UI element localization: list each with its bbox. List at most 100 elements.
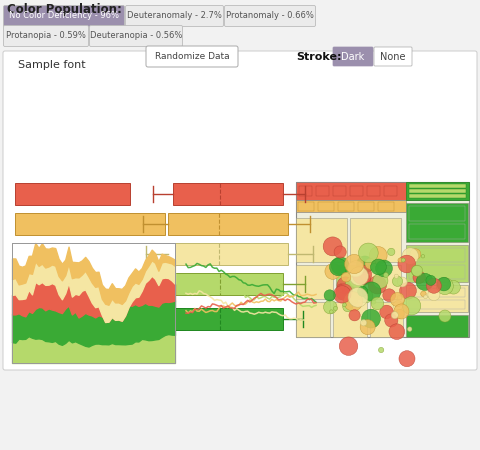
Text: Protanomaly - 0.66%: Protanomaly - 0.66%	[226, 12, 314, 21]
Bar	[15, 243, 175, 265]
Circle shape	[361, 309, 381, 328]
Circle shape	[437, 277, 451, 291]
Circle shape	[447, 280, 460, 294]
Circle shape	[393, 301, 403, 310]
Circle shape	[398, 255, 416, 273]
Circle shape	[359, 289, 373, 303]
Circle shape	[378, 347, 384, 353]
Circle shape	[394, 274, 398, 279]
Circle shape	[360, 320, 375, 335]
FancyBboxPatch shape	[146, 46, 238, 67]
Bar	[406, 245, 468, 282]
Circle shape	[390, 292, 405, 306]
Circle shape	[426, 275, 436, 285]
Circle shape	[384, 273, 388, 278]
Circle shape	[398, 258, 403, 263]
Bar	[409, 194, 466, 198]
FancyBboxPatch shape	[89, 26, 182, 46]
Bar	[318, 202, 334, 211]
Circle shape	[402, 297, 421, 315]
Circle shape	[349, 267, 368, 286]
Bar	[350, 218, 401, 262]
Bar	[12, 243, 175, 363]
Circle shape	[349, 270, 368, 288]
Text: Sample font: Sample font	[18, 60, 85, 70]
Circle shape	[360, 274, 371, 285]
Circle shape	[348, 288, 368, 307]
Circle shape	[396, 309, 405, 318]
Bar	[378, 202, 394, 211]
Bar	[296, 218, 347, 262]
Circle shape	[394, 304, 409, 319]
Circle shape	[337, 284, 345, 292]
Circle shape	[371, 263, 378, 271]
Bar	[367, 186, 380, 196]
Bar	[409, 265, 465, 279]
Circle shape	[416, 273, 433, 290]
Circle shape	[349, 310, 360, 321]
Circle shape	[324, 290, 336, 301]
Circle shape	[380, 305, 393, 319]
Bar	[316, 186, 329, 196]
Bar	[12, 243, 175, 363]
Circle shape	[345, 254, 364, 274]
Circle shape	[338, 289, 342, 293]
Circle shape	[362, 282, 381, 301]
Text: Deuteranopia - 0.56%: Deuteranopia - 0.56%	[90, 32, 182, 40]
Bar	[333, 186, 346, 196]
Circle shape	[334, 306, 337, 310]
Circle shape	[420, 291, 426, 297]
Circle shape	[411, 266, 421, 276]
Circle shape	[358, 286, 368, 297]
Bar	[173, 308, 283, 330]
Circle shape	[412, 266, 423, 276]
Text: Randomize Data: Randomize Data	[155, 52, 229, 61]
Circle shape	[389, 324, 405, 339]
Bar	[406, 315, 468, 337]
Circle shape	[397, 296, 401, 300]
Circle shape	[399, 283, 416, 299]
Bar	[296, 200, 406, 212]
Bar	[299, 186, 312, 196]
Circle shape	[387, 248, 395, 256]
Text: No Color Deficiency - 96%: No Color Deficiency - 96%	[9, 12, 119, 21]
Circle shape	[410, 249, 421, 260]
Circle shape	[439, 310, 451, 322]
Circle shape	[413, 271, 425, 284]
Circle shape	[385, 314, 398, 327]
Circle shape	[424, 295, 427, 299]
Bar	[173, 183, 283, 205]
Circle shape	[375, 260, 392, 277]
Circle shape	[371, 297, 384, 310]
Circle shape	[397, 277, 408, 287]
Circle shape	[330, 259, 347, 276]
Bar	[409, 288, 465, 297]
Bar	[370, 302, 403, 337]
Circle shape	[339, 337, 358, 356]
FancyBboxPatch shape	[3, 51, 477, 370]
Bar	[336, 265, 365, 299]
Circle shape	[334, 246, 346, 258]
Circle shape	[365, 258, 376, 269]
Bar	[384, 186, 397, 196]
Circle shape	[391, 311, 398, 319]
Circle shape	[383, 289, 396, 302]
Circle shape	[436, 278, 453, 295]
Circle shape	[323, 237, 342, 256]
Circle shape	[337, 277, 354, 294]
Circle shape	[402, 248, 419, 264]
Circle shape	[426, 278, 441, 293]
Bar	[168, 243, 288, 265]
Circle shape	[421, 255, 425, 258]
Circle shape	[371, 299, 376, 304]
Circle shape	[324, 300, 337, 314]
Bar	[15, 213, 165, 235]
Bar	[15, 183, 130, 205]
Bar	[409, 248, 465, 262]
Bar	[333, 302, 367, 337]
Bar	[406, 285, 468, 312]
Text: Deuteranomaly - 2.7%: Deuteranomaly - 2.7%	[127, 12, 222, 21]
Text: Dark: Dark	[341, 51, 365, 62]
FancyBboxPatch shape	[225, 5, 315, 27]
FancyBboxPatch shape	[374, 47, 412, 66]
